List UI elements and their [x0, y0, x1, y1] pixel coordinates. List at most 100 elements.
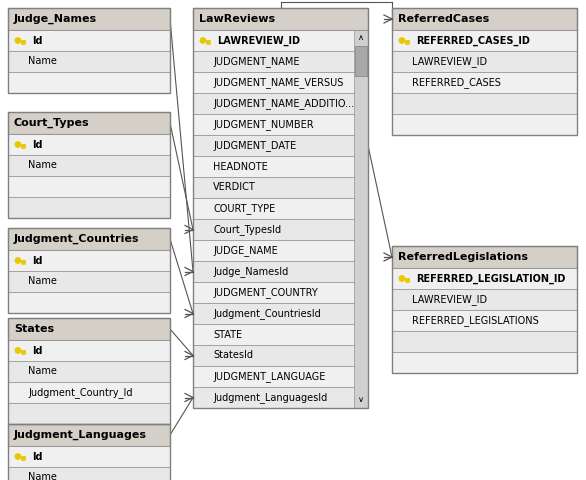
Circle shape	[399, 38, 404, 43]
Text: Name: Name	[28, 57, 57, 67]
Bar	[193, 303, 368, 324]
Text: Id: Id	[32, 346, 43, 356]
Bar	[8, 318, 170, 424]
Text: Judgment_Country_Id: Judgment_Country_Id	[28, 387, 132, 398]
Bar	[8, 467, 170, 480]
Text: Id: Id	[32, 255, 43, 265]
Bar	[193, 8, 368, 30]
Bar	[355, 46, 367, 76]
Bar	[392, 51, 577, 72]
Bar	[392, 93, 577, 114]
Bar	[354, 30, 368, 408]
Text: Judgment_Countries: Judgment_Countries	[14, 234, 139, 244]
Bar	[8, 403, 170, 424]
Circle shape	[15, 142, 21, 147]
Bar	[8, 8, 170, 93]
Text: JUDGE_NAME: JUDGE_NAME	[213, 245, 278, 256]
Bar	[8, 424, 170, 480]
Bar	[193, 93, 368, 114]
Text: REFERRED_LEGISLATIONS: REFERRED_LEGISLATIONS	[412, 315, 539, 326]
Bar	[8, 271, 170, 292]
Circle shape	[15, 258, 21, 263]
Text: Court_Types: Court_Types	[14, 118, 90, 128]
Bar	[193, 282, 368, 303]
Bar	[8, 112, 170, 218]
Bar	[392, 114, 577, 135]
Text: JUDGMENT_COUNTRY: JUDGMENT_COUNTRY	[213, 287, 318, 298]
Bar	[392, 30, 577, 51]
Text: ∧: ∧	[358, 34, 364, 43]
Text: StatesId: StatesId	[213, 350, 253, 360]
Bar	[193, 198, 368, 219]
Bar	[8, 72, 170, 93]
Bar	[8, 250, 170, 271]
Bar	[8, 155, 170, 176]
Text: Id: Id	[32, 140, 43, 149]
Text: JUDGMENT_DATE: JUDGMENT_DATE	[213, 140, 297, 151]
Bar	[392, 352, 577, 373]
Bar	[8, 30, 170, 51]
Bar	[8, 51, 170, 72]
Bar	[8, 361, 170, 382]
Bar	[8, 176, 170, 197]
Text: Name: Name	[28, 367, 57, 376]
Text: JUDGMENT_NAME_ADDITIO...: JUDGMENT_NAME_ADDITIO...	[213, 98, 354, 109]
Bar	[392, 8, 577, 135]
Text: REFERRED_CASES: REFERRED_CASES	[412, 77, 501, 88]
Text: ReferredLegislations: ReferredLegislations	[398, 252, 528, 262]
Bar	[392, 331, 577, 352]
Text: LAWREVIEW_ID: LAWREVIEW_ID	[217, 36, 300, 46]
Text: REFERRED_CASES_ID: REFERRED_CASES_ID	[416, 36, 530, 46]
Text: Judge_NamesId: Judge_NamesId	[213, 266, 288, 277]
Bar	[8, 8, 170, 30]
Bar	[8, 340, 170, 361]
Bar	[8, 134, 170, 155]
Bar	[8, 292, 170, 313]
Bar	[193, 324, 368, 345]
Text: JUDGMENT_NUMBER: JUDGMENT_NUMBER	[213, 119, 314, 130]
Bar	[392, 310, 577, 331]
Bar	[8, 424, 170, 446]
Bar	[8, 382, 170, 403]
Text: JUDGMENT_NAME: JUDGMENT_NAME	[213, 56, 299, 67]
Text: Id: Id	[32, 452, 43, 461]
Text: JUDGMENT_NAME_VERSUS: JUDGMENT_NAME_VERSUS	[213, 77, 343, 88]
Circle shape	[15, 348, 21, 353]
Text: Judgment_CountriesId: Judgment_CountriesId	[213, 308, 321, 319]
Bar	[193, 240, 368, 261]
Text: Id: Id	[32, 36, 43, 46]
Text: ∨: ∨	[358, 396, 364, 405]
Text: States: States	[14, 324, 54, 334]
Circle shape	[15, 38, 21, 43]
Circle shape	[15, 454, 21, 459]
Bar	[392, 268, 577, 289]
Bar	[8, 446, 170, 467]
Bar	[8, 228, 170, 313]
Circle shape	[200, 38, 206, 43]
Bar	[8, 228, 170, 250]
Bar	[392, 8, 577, 30]
Text: Name: Name	[28, 276, 57, 287]
Circle shape	[399, 276, 404, 281]
Bar	[392, 246, 577, 268]
Text: STATE: STATE	[213, 329, 242, 339]
Text: Judgment_LanguagesId: Judgment_LanguagesId	[213, 392, 327, 403]
Text: LAWREVIEW_ID: LAWREVIEW_ID	[412, 56, 487, 67]
Bar	[193, 156, 368, 177]
Bar	[392, 246, 577, 373]
Text: ReferredCases: ReferredCases	[398, 14, 489, 24]
Bar	[392, 289, 577, 310]
Bar	[193, 366, 368, 387]
Bar	[8, 318, 170, 340]
Bar	[8, 197, 170, 218]
Bar	[193, 219, 368, 240]
Text: VERDICT: VERDICT	[213, 182, 255, 192]
Text: LawReviews: LawReviews	[199, 14, 275, 24]
Bar	[193, 177, 368, 198]
Text: Name: Name	[28, 472, 57, 480]
Bar	[193, 114, 368, 135]
Bar	[193, 345, 368, 366]
Bar	[193, 135, 368, 156]
Text: Name: Name	[28, 160, 57, 170]
Text: Judge_Names: Judge_Names	[14, 14, 97, 24]
